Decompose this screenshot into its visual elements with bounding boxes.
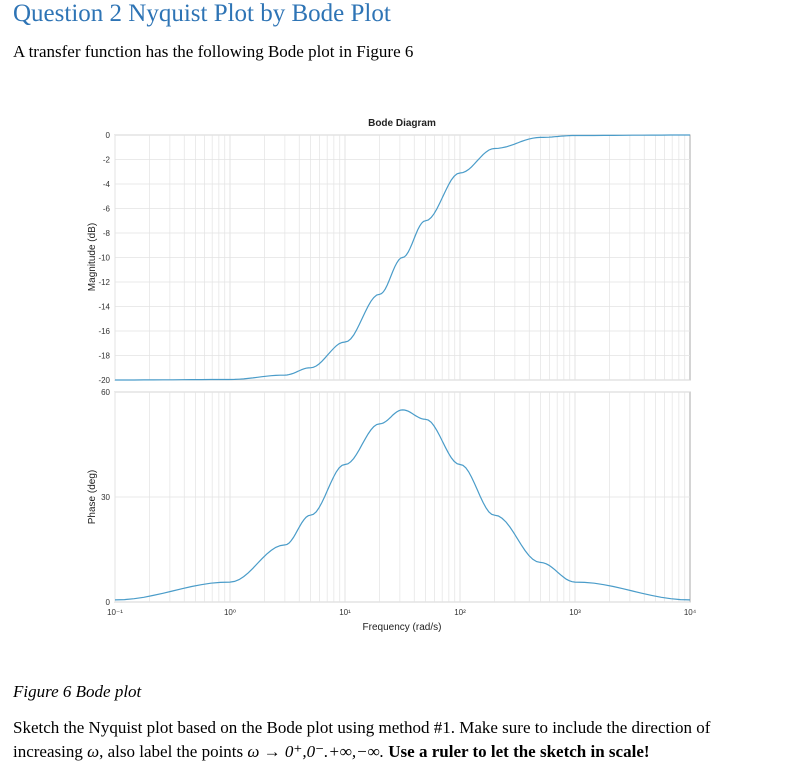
- frequency-tick-label: 10⁻¹: [107, 608, 123, 617]
- magnitude-tick-label: -20: [98, 376, 110, 385]
- bode-plot-svg: 0 -2 -4 -6 -8 -10 -12 -14 -16 -18 -20 Bode Diagram…: [87, 118, 697, 633]
- phase-tick-label: 60: [101, 388, 110, 397]
- chart-title: Bode Diagram: [368, 118, 436, 129]
- ruler-emphasis: Use a ruler to let the sketch in scale!: [384, 742, 650, 761]
- frequency-tick-label: 10³: [569, 608, 581, 617]
- question-heading: Question 2 Nyquist Plot by Bode Plot: [13, 0, 391, 27]
- task-text-1: Sketch the Nyquist plot based on the Bod…: [13, 718, 711, 761]
- magnitude-tick-label: -14: [98, 303, 110, 312]
- magnitude-tick-label: 0: [106, 131, 111, 140]
- frequency-tick-label: 10⁰: [224, 608, 236, 617]
- bode-figure: 0 -2 -4 -6 -8 -10 -12 -14 -16 -18 -20 Bode Diagram…: [60, 105, 700, 650]
- magnitude-tick-label: -8: [103, 229, 111, 238]
- magnitude-tick-label: -10: [98, 254, 110, 263]
- phase-curve: [114, 409, 691, 601]
- omega-points: ω → 0⁺,0⁻.+∞,−∞.: [247, 742, 385, 761]
- omega-symbol: ω: [87, 742, 100, 761]
- frequency-xlabel: Frequency (rad/s): [363, 622, 442, 633]
- task-instructions: Sketch the Nyquist plot based on the Bod…: [13, 716, 783, 764]
- frequency-tick-label: 10¹: [339, 608, 351, 617]
- magnitude-ylabel: Magnitude (dB): [87, 223, 98, 291]
- magnitude-tick-label: -4: [103, 180, 111, 189]
- phase-tick-label: 30: [101, 493, 110, 502]
- magnitude-tick-label: -2: [103, 156, 111, 165]
- magnitude-panel: 0 -2 -4 -6 -8 -10 -12 -14 -16 -18 -20 Bode Diagram…: [87, 118, 691, 385]
- intro-text: A transfer function has the following Bo…: [13, 42, 414, 61]
- task-text-2: , also label the points: [99, 742, 248, 761]
- phase-ytick-labels: 60 30 0: [101, 388, 110, 607]
- phase-panel: 60 30 0 10⁻¹ 10⁰ 10¹ 10² 10³ 10⁴ Phase (deg) Fr…: [87, 388, 697, 633]
- magnitude-tick-label: -18: [98, 352, 110, 361]
- phase-ylabel: Phase (deg): [87, 470, 98, 524]
- magnitude-tick-label: -16: [98, 327, 110, 336]
- phase-grid: [114, 391, 690, 603]
- magnitude-tick-label: -6: [103, 205, 111, 214]
- figure-caption: Figure 6 Bode plot: [13, 682, 142, 701]
- magnitude-tick-label: -12: [98, 278, 110, 287]
- frequency-tick-label: 10⁴: [684, 608, 697, 617]
- phase-tick-label: 0: [106, 598, 111, 607]
- magnitude-curve: [115, 134, 690, 381]
- frequency-tick-label: 10²: [454, 608, 466, 617]
- magnitude-grid: [114, 134, 690, 381]
- frequency-xtick-labels: 10⁻¹ 10⁰ 10¹ 10² 10³ 10⁴: [107, 608, 697, 617]
- magnitude-ytick-labels: 0 -2 -4 -6 -8 -10 -12 -14 -16 -18 -20: [98, 131, 110, 385]
